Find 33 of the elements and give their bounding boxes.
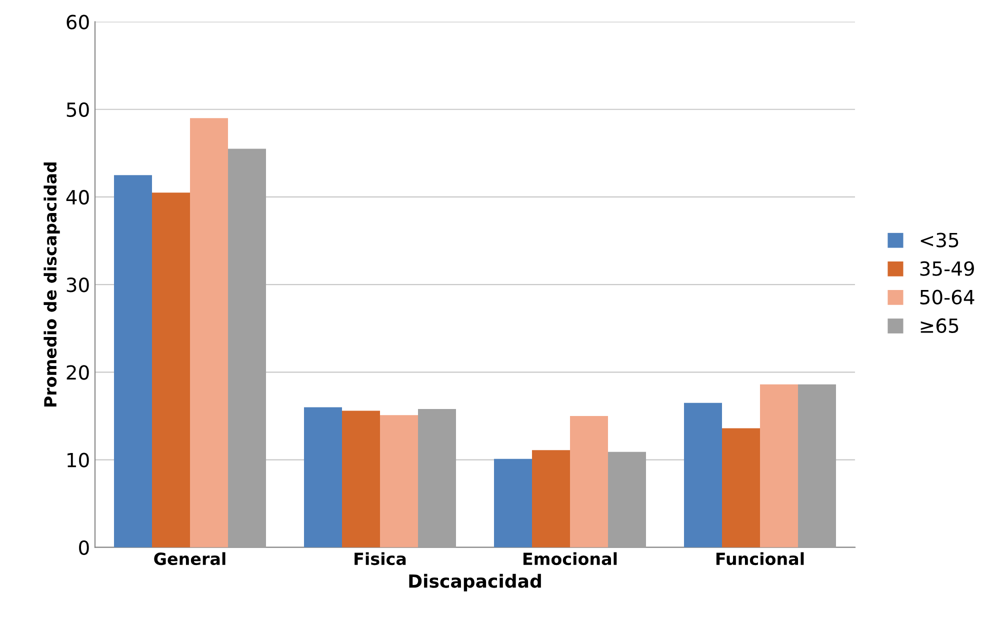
x-tick-label: Emocional (523, 552, 617, 566)
y-tick-label: 20 (66, 365, 89, 380)
bar (114, 175, 152, 548)
y-tick-label: 30 (66, 278, 89, 292)
bar (494, 458, 532, 548)
legend-label: ≥65 (920, 318, 958, 334)
bar (570, 416, 608, 548)
bar (380, 415, 418, 548)
bar (532, 450, 570, 548)
x-tick-label: General (154, 552, 226, 566)
bar (608, 452, 646, 548)
x-tick-label: Fisica (354, 552, 406, 566)
bar (342, 410, 380, 548)
bar (760, 384, 798, 548)
bar (304, 407, 342, 548)
bar (798, 384, 836, 548)
y-tick-label: 50 (66, 102, 89, 118)
bar (418, 408, 456, 548)
legend-label: 50-64 (920, 290, 974, 304)
legend-label: 35-49 (920, 261, 974, 276)
bar (228, 148, 266, 548)
y-tick-label: 40 (66, 190, 89, 205)
bar (152, 192, 190, 548)
x-axis-title: Discapacidad (409, 574, 541, 592)
bar (684, 402, 722, 548)
bar (190, 118, 228, 548)
y-tick-label: 0 (79, 540, 89, 556)
bar (722, 428, 760, 548)
y-axis-title: Promedio de discapacidad (44, 162, 60, 407)
legend-label: <35 (920, 232, 958, 248)
y-tick-label: 60 (66, 14, 89, 30)
x-tick-label: Funcional (716, 552, 804, 566)
y-tick-label: 10 (68, 452, 89, 468)
